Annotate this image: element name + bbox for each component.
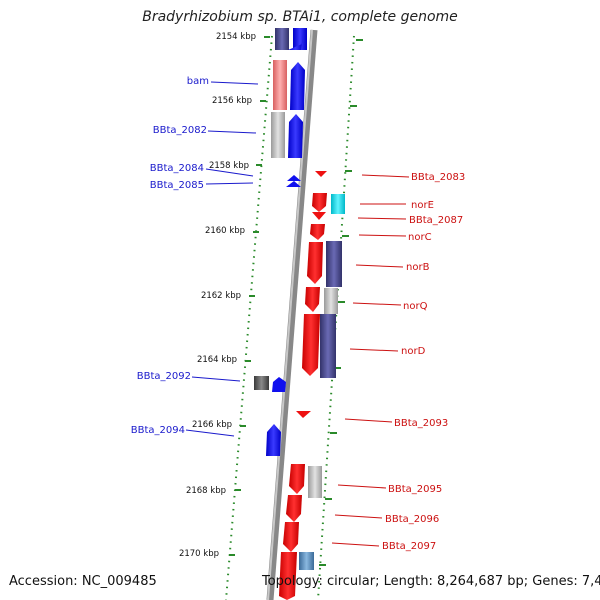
gene-arrow-bbta2092[interactable] xyxy=(272,377,286,392)
gene-block[interactable] xyxy=(275,28,289,50)
gene-block[interactable] xyxy=(293,28,307,50)
map-title: Bradyrhizobium sp. BTAi1, complete genom… xyxy=(142,9,458,25)
gene-label-bbta2082[interactable]: BBta_2082 xyxy=(153,125,207,136)
gene-block-steel[interactable] xyxy=(299,552,314,570)
scale-label: 2160 kbp xyxy=(205,226,245,236)
gene-label-nore[interactable]: norE xyxy=(411,200,434,211)
gene-arrow-bam[interactable] xyxy=(290,62,305,110)
scale-label: 2166 kbp xyxy=(192,420,232,430)
scale-label: 2170 kbp xyxy=(179,549,219,559)
gene-label-norq[interactable]: norQ xyxy=(403,301,428,312)
gene-label-bbta2094[interactable]: BBta_2094 xyxy=(131,425,185,436)
gene-label-bbta2085[interactable]: BBta_2085 xyxy=(150,180,204,191)
gene-label-norb[interactable]: norB xyxy=(406,262,430,273)
gene-arrow[interactable] xyxy=(279,552,297,600)
gene-block-norq-gray[interactable] xyxy=(324,288,338,314)
gene-arrow-norb[interactable] xyxy=(307,242,323,284)
gene-block-nord-navy[interactable] xyxy=(320,314,336,378)
genome-backbone xyxy=(266,29,318,600)
right-leader-lines xyxy=(331,174,410,547)
gene-label-bbta2084[interactable]: BBta_2084 xyxy=(150,163,204,174)
gene-block-bbta2095-gray[interactable] xyxy=(308,466,322,498)
gene-label-bbta2083[interactable]: BBta_2083 xyxy=(411,172,465,183)
gene-arrow-norc[interactable] xyxy=(310,224,325,240)
gene-label-bbta2087[interactable]: BBta_2087 xyxy=(409,215,463,226)
scale-label: 2158 kbp xyxy=(209,161,249,171)
gene-label-norc[interactable]: norC xyxy=(408,232,432,243)
gene-arrow-bbta2087[interactable] xyxy=(312,212,326,220)
gene-arrow-bbta2095[interactable] xyxy=(289,464,305,494)
gene-label-bbta2093[interactable]: BBta_2093 xyxy=(394,418,448,429)
gene-block-bbta2082-gray[interactable] xyxy=(271,112,285,158)
gene-arrow-nore[interactable] xyxy=(312,193,327,212)
gene-label-bbta2092[interactable]: BBta_2092 xyxy=(137,371,191,382)
scale-label: 2154 kbp xyxy=(216,32,256,42)
gene-arrow-norq[interactable] xyxy=(305,287,320,312)
genome-backbone-highlight xyxy=(267,29,313,600)
scale-labels: 2154 kbp 2156 kbp 2158 kbp 2160 kbp 2162… xyxy=(179,32,256,559)
gene-block-nore-cyan[interactable] xyxy=(331,194,345,214)
genome-stats-text: Topology: circular; Length: 8,264,687 bp… xyxy=(262,574,600,589)
scale-ticks xyxy=(229,36,363,566)
gene-arrow-bbta2096[interactable] xyxy=(286,495,302,522)
gene-label-bbta2096[interactable]: BBta_2096 xyxy=(385,514,439,525)
gene-arrow-bbta2094[interactable] xyxy=(266,424,281,456)
gene-label-bam[interactable]: bam xyxy=(187,76,209,87)
gene-label-nord[interactable]: norD xyxy=(401,346,426,357)
scale-label: 2156 kbp xyxy=(212,96,252,106)
accession-text: Accession: NC_009485 xyxy=(9,574,157,589)
gene-arrow-nord[interactable] xyxy=(302,314,320,376)
gene-arrow-bbta2083[interactable] xyxy=(315,171,327,177)
scale-label: 2168 kbp xyxy=(186,486,226,496)
gene-arrow[interactable] xyxy=(288,34,303,50)
gene-arrow-bbta2084[interactable] xyxy=(287,175,301,181)
scale-label: 2164 kbp xyxy=(197,355,237,365)
gene-arrow-bbta2085[interactable] xyxy=(286,181,301,187)
gene-block-bbta2092-dark[interactable] xyxy=(254,376,269,390)
gene-block-norb-navy[interactable] xyxy=(326,241,342,287)
gene-block-bam-pink[interactable] xyxy=(273,60,287,110)
gene-arrow-bbta2082[interactable] xyxy=(288,114,303,158)
gene-arrow-bbta2093[interactable] xyxy=(296,411,311,418)
scale-label: 2162 kbp xyxy=(201,291,241,301)
gene-arrow-bbta2097[interactable] xyxy=(283,522,299,552)
gene-label-bbta2095[interactable]: BBta_2095 xyxy=(388,484,442,495)
left-dotted-guide xyxy=(225,35,273,600)
left-leader-lines xyxy=(185,81,259,437)
gene-label-bbta2097[interactable]: BBta_2097 xyxy=(382,541,436,552)
